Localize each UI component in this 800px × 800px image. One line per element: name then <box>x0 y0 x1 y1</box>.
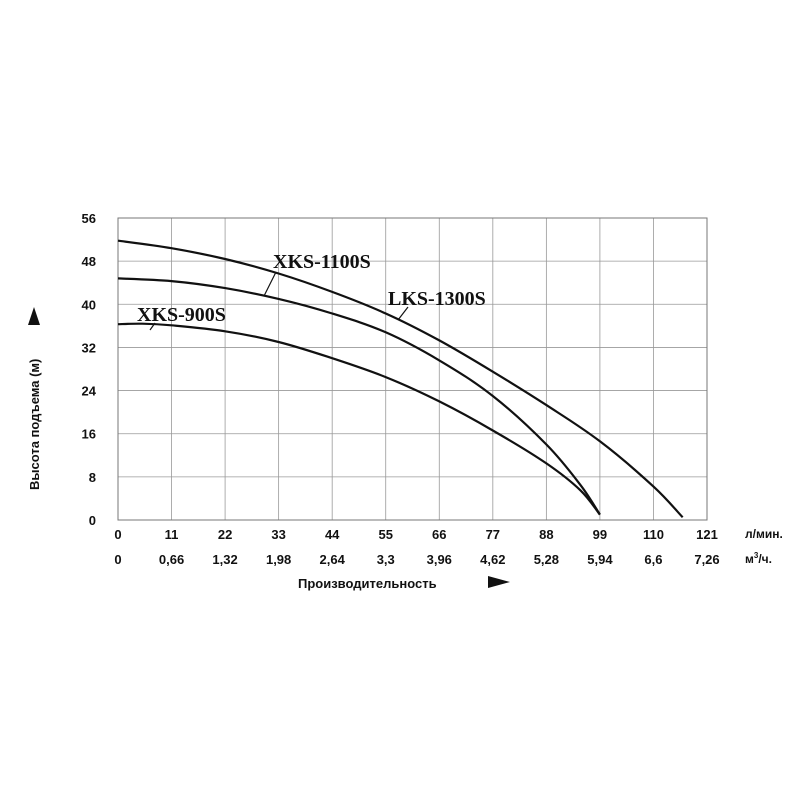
x-tick-label: 44 <box>325 527 340 542</box>
x-tick-label: 99 <box>593 527 607 542</box>
x-tick-label: 66 <box>432 527 446 542</box>
x-tick-label-secondary: 4,62 <box>480 552 505 567</box>
y-tick-label: 48 <box>82 254 96 269</box>
x-tick-label: 121 <box>696 527 718 542</box>
y-axis-title-group: Высота подъема (м) <box>27 307 42 490</box>
series-line-lks-1300s <box>117 239 684 519</box>
y-tick-label: 32 <box>82 340 96 355</box>
leader-line-lks-1300s <box>397 306 409 321</box>
series-line-xks-900s <box>117 322 601 516</box>
leader-line-xks-900s <box>149 322 156 331</box>
y-tick-label: 0 <box>89 513 96 528</box>
x-tick-label-secondary: 0,66 <box>159 552 184 567</box>
x-tick-label-secondary: 5,28 <box>534 552 559 567</box>
x-tick-label: 33 <box>271 527 285 542</box>
y-tick-label: 24 <box>82 384 97 399</box>
y-axis-title: Высота подъема (м) <box>27 359 42 490</box>
x-tick-label-secondary: 1,98 <box>266 552 291 567</box>
x-tick-labels-secondary: 0 0,66 1,32 1,98 2,64 3,3 3,96 4,62 5,28 5,94 6,6 7… <box>114 552 719 567</box>
x-tick-label: 110 <box>643 527 664 542</box>
x-unit-secondary: м3/ч. <box>745 551 772 566</box>
x-tick-labels-primary: 0 11 22 33 44 55 66 77 88 99 110 121 <box>114 527 717 542</box>
series-labels: XKS-1100S LKS-1300S XKS-900S <box>137 251 486 331</box>
x-tick-label-secondary: 6,6 <box>644 552 662 567</box>
y-axis-arrow-icon <box>28 307 40 325</box>
x-tick-label: 55 <box>378 527 392 542</box>
series-label-lks-1300s: LKS-1300S <box>388 288 486 310</box>
series-line-xks-1100s <box>117 277 601 516</box>
x-tick-label-secondary: 2,64 <box>320 552 346 567</box>
x-tick-label: 0 <box>114 527 121 542</box>
x-tick-label: 11 <box>165 527 179 542</box>
y-tick-label: 16 <box>82 427 96 442</box>
x-tick-label: 88 <box>539 527 553 542</box>
x-unit-secondary-superscript: 3 <box>754 551 759 560</box>
x-unit-secondary-base: м <box>745 552 754 566</box>
x-axis-arrow-icon <box>488 576 510 588</box>
plot-frame <box>117 217 708 521</box>
x-tick-label-secondary: 3,3 <box>377 552 395 567</box>
y-tick-label: 8 <box>89 470 96 485</box>
x-tick-label: 77 <box>486 527 500 542</box>
grid-lines <box>117 217 708 521</box>
series-label-xks-900s: XKS-900S <box>137 304 226 326</box>
x-tick-label-secondary: 7,26 <box>694 552 719 567</box>
x-tick-label-secondary: 5,94 <box>587 552 613 567</box>
y-tick-label: 56 <box>82 211 96 226</box>
y-tick-label: 40 <box>82 297 96 312</box>
leader-line-xks-1100s <box>263 271 277 297</box>
x-axis-title: Производительность <box>298 576 437 591</box>
x-tick-label-secondary: 0 <box>114 552 121 567</box>
x-unit-secondary-tail: /ч. <box>758 552 772 566</box>
x-unit-primary: л/мин. <box>745 527 783 541</box>
series-label-xks-1100s: XKS-1100S <box>273 251 371 273</box>
performance-curves <box>117 239 684 519</box>
x-tick-label: 22 <box>218 527 232 542</box>
x-tick-label-secondary: 3,96 <box>427 552 452 567</box>
y-tick-labels: 0 8 16 24 32 40 48 56 <box>82 211 97 528</box>
x-tick-label-secondary: 1,32 <box>212 552 237 567</box>
